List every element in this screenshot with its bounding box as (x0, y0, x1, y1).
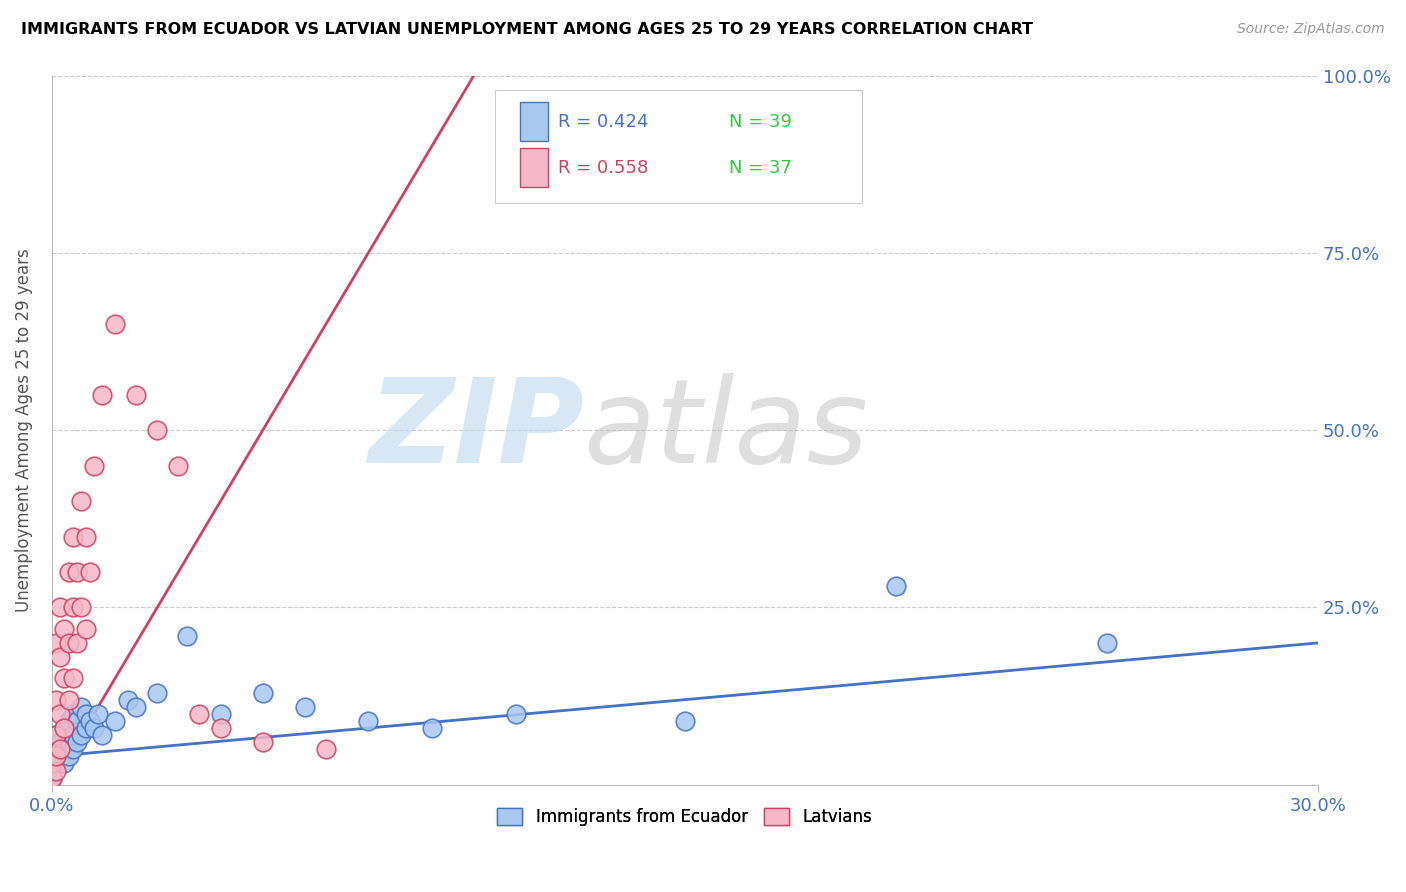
Point (83, 721, 105, 735)
Point (87, 706, 110, 721)
Text: N = 37: N = 37 (730, 159, 792, 177)
Point (45, 756, 67, 771)
Text: IMMIGRANTS FROM ECUADOR VS LATVIAN UNEMPLOYMENT AMONG AGES 25 TO 29 YEARS CORREL: IMMIGRANTS FROM ECUADOR VS LATVIAN UNEMP… (21, 22, 1033, 37)
Point (49, 706, 72, 721)
Point (70, 494, 93, 508)
Point (167, 458, 190, 473)
Legend: Immigrants from Ecuador, Latvians: Immigrants from Ecuador, Latvians (491, 802, 879, 833)
Point (117, 692, 139, 706)
Point (45, 742, 67, 756)
Point (53, 721, 76, 735)
Point (58, 735, 80, 749)
Point (53, 672, 76, 686)
Point (75, 529, 97, 543)
Point (45, 692, 67, 706)
Point (673, 714, 696, 728)
Bar (520, 102, 548, 141)
Point (125, 387, 148, 401)
Point (49, 650, 72, 665)
Text: ZIP: ZIP (367, 373, 583, 488)
Point (294, 699, 316, 714)
Point (45, 636, 67, 650)
Point (146, 685, 169, 699)
Point (420, 721, 443, 735)
Point (357, 714, 380, 728)
FancyBboxPatch shape (495, 90, 862, 203)
Point (49, 749, 72, 764)
Point (91, 728, 114, 742)
Point (66, 735, 89, 749)
Point (66, 636, 89, 650)
Y-axis label: Unemployment Among Ages 25 to 29 years: Unemployment Among Ages 25 to 29 years (15, 248, 32, 612)
Point (49, 600, 72, 615)
Point (1095, 636, 1118, 650)
Point (83, 458, 105, 473)
Point (91, 387, 114, 401)
Point (53, 622, 76, 636)
Point (58, 749, 80, 764)
Point (188, 706, 211, 721)
Point (62, 529, 84, 543)
Point (70, 728, 93, 742)
Bar (520, 148, 548, 187)
Point (53, 721, 76, 735)
Point (62, 728, 84, 742)
Point (41, 771, 63, 785)
Point (53, 742, 76, 756)
Point (79, 714, 101, 728)
Point (41, 771, 63, 785)
Point (315, 742, 337, 756)
Point (125, 699, 148, 714)
Point (58, 636, 80, 650)
Point (75, 721, 97, 735)
Point (104, 317, 127, 331)
Point (79, 565, 101, 579)
Point (53, 756, 76, 771)
Point (58, 565, 80, 579)
Point (884, 579, 907, 593)
Point (252, 735, 274, 749)
Text: R = 0.558: R = 0.558 (558, 159, 648, 177)
Point (45, 749, 67, 764)
Text: atlas: atlas (583, 373, 869, 487)
Point (62, 672, 84, 686)
Text: N = 39: N = 39 (730, 112, 792, 130)
Point (209, 721, 232, 735)
Point (104, 714, 127, 728)
Point (49, 742, 72, 756)
Point (70, 699, 93, 714)
Point (252, 685, 274, 699)
Text: Source: ZipAtlas.com: Source: ZipAtlas.com (1237, 22, 1385, 37)
Point (49, 735, 72, 749)
Point (45, 764, 67, 778)
Point (58, 692, 80, 706)
Point (58, 714, 80, 728)
Point (45, 728, 67, 742)
Point (45, 728, 67, 742)
Point (70, 600, 93, 615)
Point (66, 565, 89, 579)
Point (62, 706, 84, 721)
Point (209, 706, 232, 721)
Point (62, 742, 84, 756)
Point (41, 756, 63, 771)
Point (176, 629, 198, 643)
Point (75, 622, 97, 636)
Point (146, 423, 169, 437)
Point (62, 600, 84, 615)
Text: R = 0.424: R = 0.424 (558, 112, 648, 130)
Point (75, 706, 97, 721)
Point (66, 714, 89, 728)
Point (505, 706, 527, 721)
